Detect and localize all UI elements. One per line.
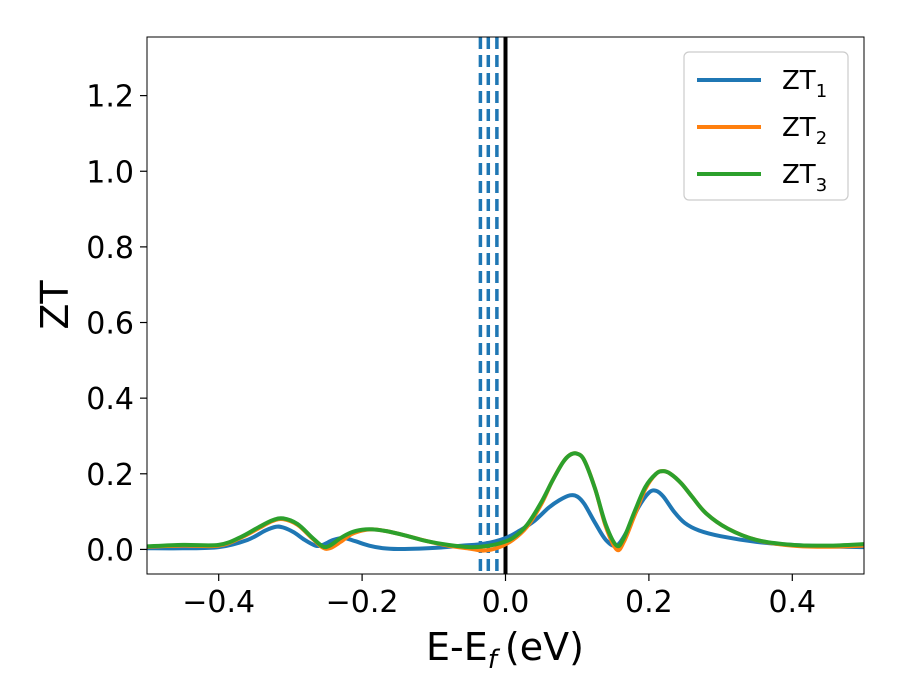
y-axis-title: ZT — [33, 280, 77, 330]
x-tick-label: −0.4 — [182, 585, 255, 620]
x-axis-title-main: E-E — [426, 625, 488, 669]
y-tick-label: 1.2 — [86, 80, 134, 115]
legend-label-subscript: 1 — [816, 81, 827, 102]
x-tick-label: 0.4 — [768, 585, 816, 620]
y-tick-label: 0.8 — [86, 231, 134, 266]
x-axis-title-subscript: f — [488, 645, 501, 675]
legend-label-subscript: 2 — [816, 128, 827, 149]
legend-label-main: ZT — [782, 66, 816, 96]
x-axis-title: E-Ef (eV) — [426, 625, 584, 675]
legend-label-main: ZT — [782, 113, 816, 143]
legend-label-subscript: 3 — [816, 175, 827, 196]
y-tick-label: 0.4 — [86, 382, 134, 417]
legend-label-zt2: ZT2 — [782, 113, 827, 149]
legend-label-main: ZT — [782, 160, 816, 190]
x-tick-label: 0.0 — [482, 585, 530, 620]
x-axis-title-unit: (eV) — [505, 625, 584, 669]
x-tick-label: 0.2 — [625, 585, 673, 620]
x-axis: −0.4 −0.2 0.0 0.2 0.4 — [182, 574, 816, 620]
y-axis: 0.0 0.2 0.4 0.6 0.8 1.0 1.2 — [86, 80, 147, 568]
y-tick-label: 0.0 — [86, 533, 134, 568]
plot-area — [147, 37, 864, 574]
legend-frame — [683, 51, 849, 201]
y-tick-label: 0.6 — [86, 307, 134, 342]
y-tick-label: 1.0 — [86, 155, 134, 190]
legend-label-zt3: ZT3 — [782, 160, 827, 196]
x-tick-label: −0.2 — [326, 585, 399, 620]
y-tick-label: 0.2 — [86, 458, 134, 493]
legend-label-zt1: ZT1 — [782, 66, 827, 102]
series-line-zt3 — [147, 451, 864, 550]
